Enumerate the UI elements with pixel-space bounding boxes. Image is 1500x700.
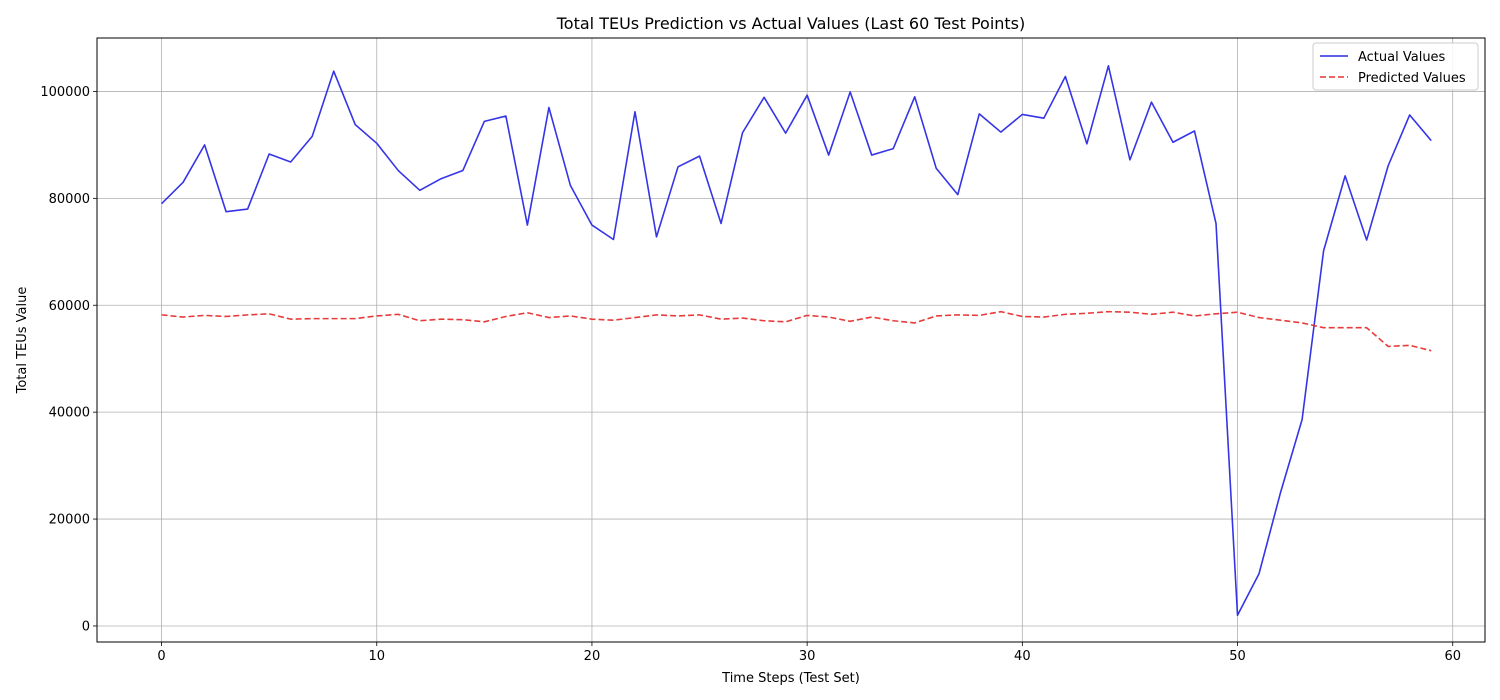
legend-label-predicted: Predicted Values bbox=[1358, 71, 1466, 86]
x-axis-label: Time Steps (Test Set) bbox=[721, 671, 860, 686]
y-tick-label: 20000 bbox=[49, 513, 90, 528]
x-tick-label: 20 bbox=[584, 649, 601, 664]
x-tick-label: 10 bbox=[368, 649, 385, 664]
predicted-values-line bbox=[161, 310, 1432, 352]
y-tick-label: 100000 bbox=[40, 85, 90, 100]
series-lines bbox=[160, 64, 1432, 617]
x-tick-label: 50 bbox=[1229, 649, 1246, 664]
plot-frame bbox=[96, 37, 1486, 643]
y-axis-label: Total TEUs Value bbox=[15, 287, 30, 395]
x-tick-label: 0 bbox=[157, 649, 165, 664]
y-tick-label: 40000 bbox=[49, 406, 90, 421]
legend: Actual Values Predicted Values bbox=[1312, 42, 1479, 91]
x-tick-label: 40 bbox=[1014, 649, 1031, 664]
y-tick-label: 80000 bbox=[49, 192, 90, 207]
grid-lines bbox=[97, 38, 1485, 642]
x-tick-label: 60 bbox=[1444, 649, 1461, 664]
legend-label-actual: Actual Values bbox=[1358, 50, 1446, 65]
actual-values-line bbox=[160, 64, 1432, 617]
legend-box bbox=[1312, 42, 1479, 91]
axis-ticks: 0 10 20 30 40 50 60 0 20000 40000 60000 80000 100000 bbox=[40, 85, 1461, 664]
x-tick-label: 30 bbox=[799, 649, 816, 664]
chart-title: Total TEUs Prediction vs Actual Values (… bbox=[556, 14, 1026, 33]
y-tick-label: 0 bbox=[82, 619, 90, 634]
y-tick-label: 60000 bbox=[49, 299, 90, 314]
